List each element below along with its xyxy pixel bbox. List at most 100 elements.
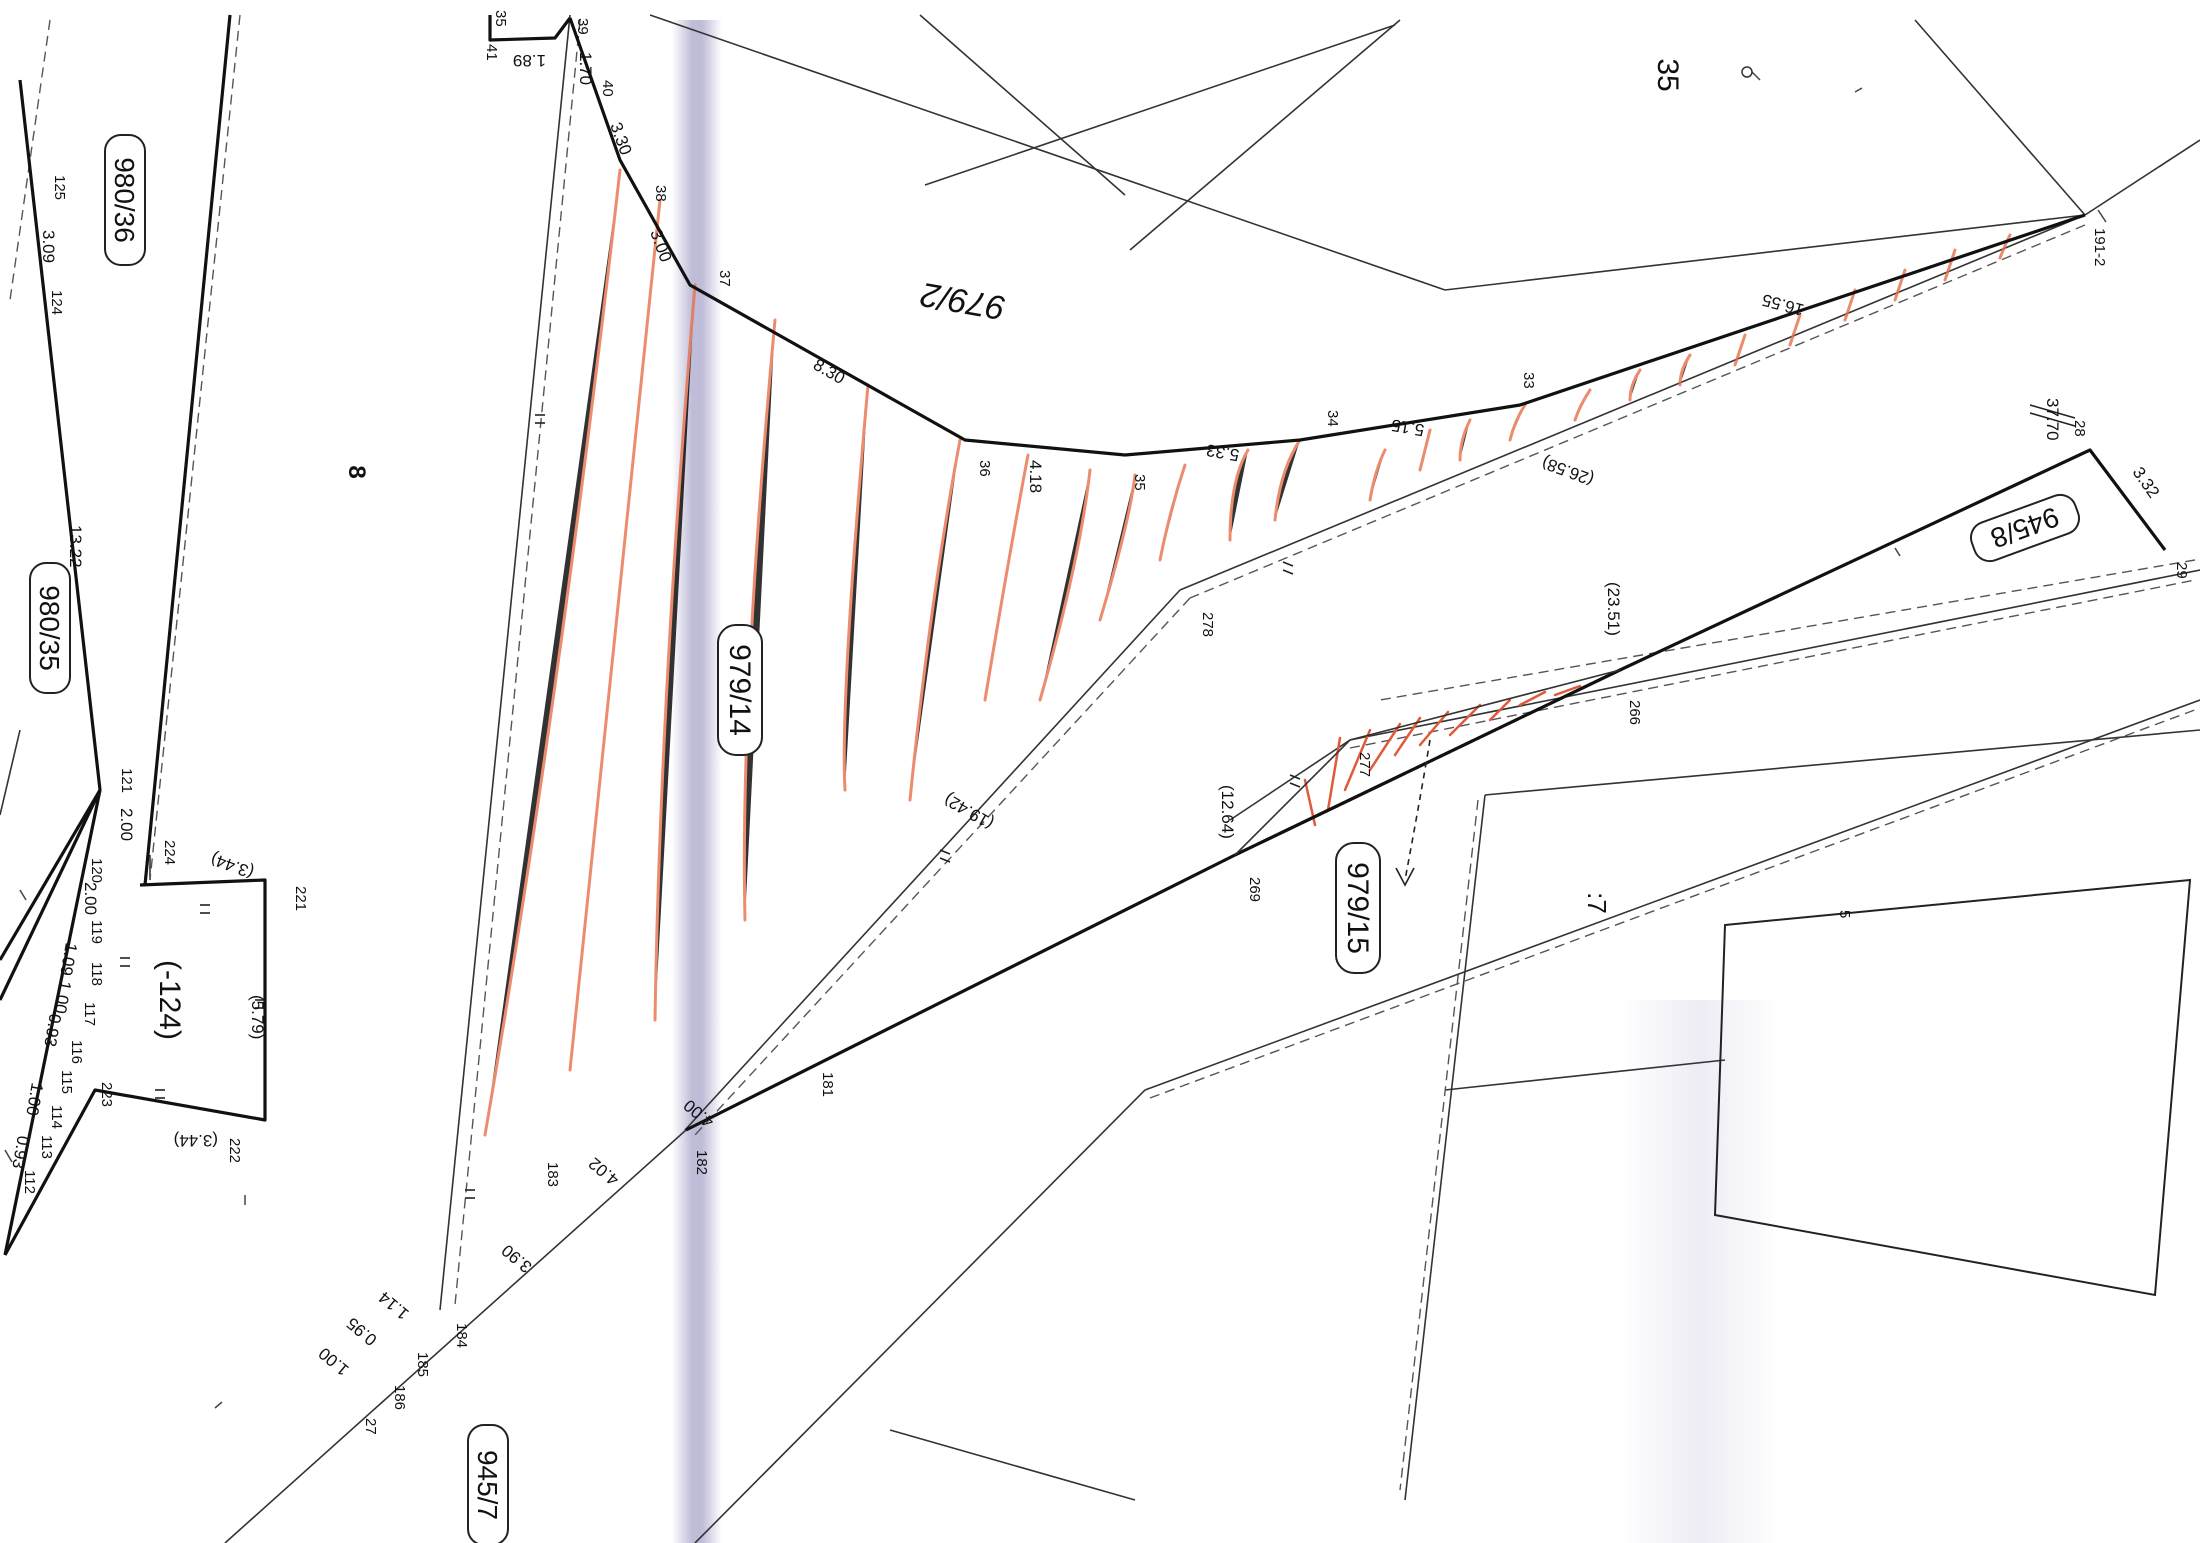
point-label: 221 xyxy=(292,886,309,911)
parcel-label-945-7[interactable]: 945/7 xyxy=(467,1424,509,1543)
point-label: 118 xyxy=(88,962,105,986)
small-circle-icon xyxy=(1741,66,1753,78)
parcel-label-980-35[interactable]: 980/35 xyxy=(29,562,71,694)
distance-label: (19.42) xyxy=(941,790,997,833)
leader-arrow xyxy=(1404,739,1431,881)
point-label: 117 xyxy=(81,1002,98,1026)
distance-label: 1.14 xyxy=(375,1288,413,1324)
svg-text::7: :7 xyxy=(1582,892,1612,914)
svg-text:979/2: 979/2 xyxy=(918,275,1008,327)
point-label: 40 xyxy=(599,80,616,97)
distance-label: 3.09 xyxy=(39,230,58,263)
distance-label: (3.44) xyxy=(208,849,256,882)
point-label: 183 xyxy=(544,1162,561,1187)
parcel-number-7[interactable]: :7 xyxy=(1582,892,1612,914)
point-label: 114 xyxy=(48,1105,65,1129)
distance-label: 4.18 xyxy=(1026,460,1045,493)
distance-label: 0.93 xyxy=(40,1012,64,1048)
distance-label: 16.55 xyxy=(1760,290,1806,319)
point-labels: 41 35 39 40 38 37 36 35 34 33 191-2 28 2… xyxy=(21,10,2190,1435)
point-label: 185 xyxy=(414,1352,431,1377)
point-label: 184 xyxy=(453,1323,470,1348)
point-label: 124 xyxy=(48,290,65,315)
dash-dot-line xyxy=(1234,668,1621,857)
distance-label: 13.22 xyxy=(66,525,85,568)
point-label: 39 xyxy=(574,18,591,35)
point-label: 266 xyxy=(1626,700,1643,725)
distance-label: 0.93 xyxy=(8,1134,32,1170)
distance-label: 4.02 xyxy=(585,1154,623,1190)
distance-label: 3.30 xyxy=(606,120,635,158)
parcel-number-8[interactable]: 8 xyxy=(343,465,370,478)
svg-text:980/36: 980/36 xyxy=(109,157,140,243)
parcel-number-979-2[interactable]: 979/2 xyxy=(918,275,1008,327)
arrowhead-icon xyxy=(1395,867,1415,887)
point-label: 35 xyxy=(1131,474,1148,491)
point-label: 224 xyxy=(161,840,178,865)
point-label: 28 xyxy=(2071,420,2088,437)
distance-label: 2.00 xyxy=(117,808,136,841)
point-label: 223 xyxy=(98,1082,115,1107)
thin-parcel-lines xyxy=(0,14,2200,1543)
distance-labels: 1.89 1.70 3.30 3.00 8.30 4.18 5.33 5.15 … xyxy=(8,51,2163,1379)
point-label: 38 xyxy=(652,185,669,202)
point-label: 186 xyxy=(391,1385,408,1410)
distance-label: 2.00 xyxy=(81,882,100,915)
point-label: 120 xyxy=(88,858,105,883)
scatter-marks xyxy=(4,71,2107,1409)
hatching-small xyxy=(1303,684,1582,827)
point-label: 182 xyxy=(693,1150,710,1175)
point-label: 119 xyxy=(88,920,105,944)
point-label: 121 xyxy=(118,768,135,793)
svg-text:945/7: 945/7 xyxy=(472,1450,503,1520)
point-label: 37 xyxy=(716,270,733,287)
distance-label: 1.00 xyxy=(22,1081,46,1117)
svg-text:(-124): (-124) xyxy=(153,960,186,1040)
distance-label: (12.64) xyxy=(1218,785,1237,839)
point-label: 116 xyxy=(68,1040,85,1064)
point-label: 27 xyxy=(362,1418,379,1435)
point-label: 41 xyxy=(483,44,500,61)
distance-label: 1.00 xyxy=(50,979,74,1015)
distance-label: 3.00 xyxy=(646,227,675,265)
parcel-number-35[interactable]: 35 xyxy=(1651,58,1684,91)
point-label: 29 xyxy=(2173,562,2190,579)
parcel-label-980-36[interactable]: 980/36 xyxy=(104,134,146,266)
point-label: 181 xyxy=(819,1072,836,1097)
distance-label: 0.95 xyxy=(343,1314,381,1350)
parallel-marks xyxy=(120,404,2076,1199)
point-label: 5 xyxy=(1836,910,1853,918)
svg-text:8: 8 xyxy=(343,465,370,478)
point-label: 125 xyxy=(51,175,68,200)
parcel-label-979-15[interactable]: 979/15 xyxy=(1335,842,1381,974)
building-outline xyxy=(1713,878,2192,1297)
point-label: 36 xyxy=(976,460,993,477)
distance-label: 1.09 xyxy=(56,941,80,977)
distance-label: (3.44) xyxy=(174,1131,218,1150)
thick-boundaries xyxy=(0,14,2167,1256)
parcel-label-979-14[interactable]: 979/14 xyxy=(717,624,763,756)
point-label: 113 xyxy=(38,1135,55,1159)
dashed-offset-lines xyxy=(9,14,2200,1491)
point-label: 115 xyxy=(58,1070,75,1094)
point-label: 34 xyxy=(1324,410,1341,427)
distance-label: 1.70 xyxy=(576,52,595,85)
parcel-number-124[interactable]: (-124) xyxy=(153,960,186,1040)
svg-text:980/35: 980/35 xyxy=(34,585,65,671)
distance-label: 8.30 xyxy=(810,355,848,388)
scan-band xyxy=(672,20,722,1543)
distance-label: 37.70 xyxy=(2043,398,2062,441)
distance-label: (26.58) xyxy=(1539,453,1596,489)
svg-text:979/14: 979/14 xyxy=(723,644,756,736)
distance-label: 3.32 xyxy=(2129,463,2164,501)
point-label: 222 xyxy=(226,1138,243,1163)
point-label: 112 xyxy=(21,1170,38,1194)
distance-label: 1.89 xyxy=(513,51,546,70)
parcel-277-outline xyxy=(1234,669,1621,856)
point-label: 278 xyxy=(1199,612,1216,637)
point-label: 33 xyxy=(1520,372,1537,389)
point-label: 191-2 xyxy=(2091,228,2108,266)
parcel-label-945-8[interactable]: 945/8 xyxy=(1966,490,2083,565)
point-label: 35 xyxy=(492,10,509,27)
